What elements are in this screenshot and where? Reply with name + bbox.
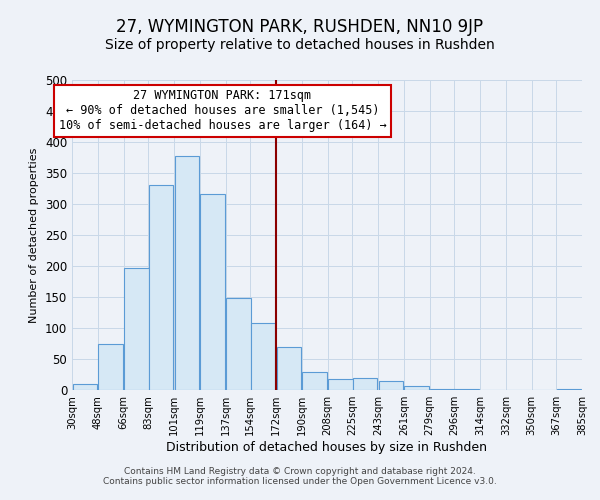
Bar (430, 389, 455, 390)
Bar (379, 382, 403, 390)
Bar (277, 346, 301, 390)
Bar (200, 194, 225, 390)
Bar (124, 268, 149, 390)
Text: Contains HM Land Registry data © Crown copyright and database right 2024.: Contains HM Land Registry data © Crown c… (124, 467, 476, 476)
Bar (226, 298, 251, 390)
Bar (302, 372, 327, 390)
Bar (353, 378, 377, 390)
Text: 27, WYMINGTON PARK, RUSHDEN, NN10 9JP: 27, WYMINGTON PARK, RUSHDEN, NN10 9JP (116, 18, 484, 36)
Bar (404, 386, 429, 390)
Bar (98, 344, 123, 390)
Bar (73, 384, 97, 390)
Bar (175, 156, 199, 390)
Bar (251, 323, 275, 390)
Text: 27 WYMINGTON PARK: 171sqm
← 90% of detached houses are smaller (1,545)
10% of se: 27 WYMINGTON PARK: 171sqm ← 90% of detac… (59, 90, 386, 132)
Text: Size of property relative to detached houses in Rushden: Size of property relative to detached ho… (105, 38, 495, 52)
Y-axis label: Number of detached properties: Number of detached properties (29, 148, 40, 322)
Bar (328, 380, 353, 390)
Bar (149, 186, 173, 390)
X-axis label: Distribution of detached houses by size in Rushden: Distribution of detached houses by size … (167, 441, 487, 454)
Text: Contains public sector information licensed under the Open Government Licence v3: Contains public sector information licen… (103, 477, 497, 486)
